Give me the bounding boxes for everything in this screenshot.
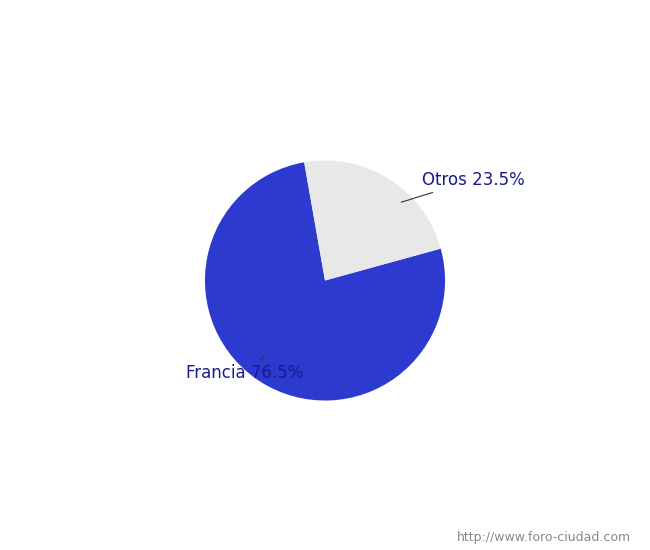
Text: Francia 76.5%: Francia 76.5% bbox=[186, 356, 303, 382]
Text: Ger - Turistas extranjeros según país - Abril de 2024: Ger - Turistas extranjeros según país - … bbox=[98, 12, 552, 30]
Text: Otros 23.5%: Otros 23.5% bbox=[401, 171, 525, 202]
Wedge shape bbox=[304, 161, 441, 280]
Text: http://www.foro-ciudad.com: http://www.foro-ciudad.com bbox=[456, 531, 630, 544]
Wedge shape bbox=[205, 162, 445, 400]
